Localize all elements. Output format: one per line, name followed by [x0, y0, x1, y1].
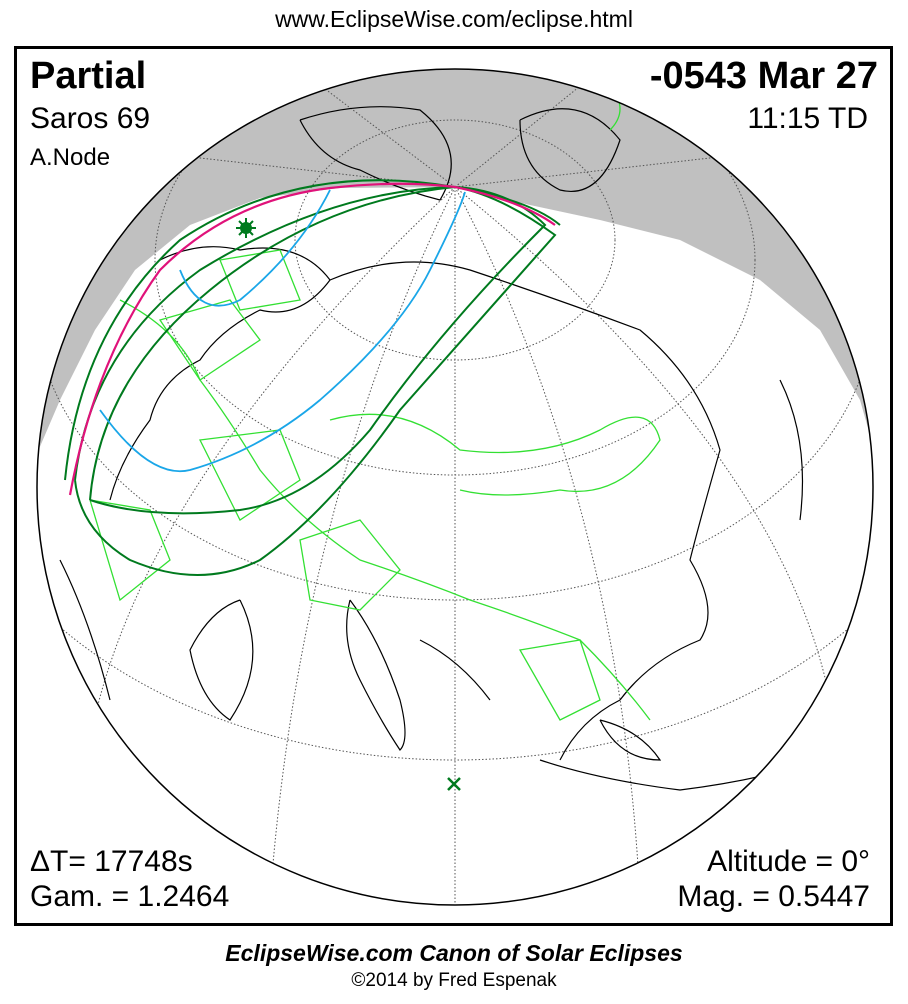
footer-title: EclipseWise.com Canon of Solar Eclipses: [225, 940, 683, 966]
gamma: Gam. = 1.2464: [30, 880, 230, 913]
first-contact-curve: [99, 191, 466, 473]
star-icon: [236, 218, 256, 238]
magnitude: Mag. = 0.5447: [677, 880, 870, 913]
eclipse-time: 11:15 TD: [747, 102, 868, 135]
last-contact-curve: [179, 189, 331, 307]
altitude: Altitude = 0°: [707, 845, 870, 878]
eclipse-date: -0543 Mar 27: [649, 55, 878, 97]
sunrise-max-curve: [68, 182, 556, 496]
northern-limit-outer-curve: [64, 179, 561, 481]
globe-outline: [36, 68, 874, 906]
footer-copyright: ©2014 by Fred Espenak: [351, 970, 557, 991]
node-label: A.Node: [30, 144, 111, 171]
x-mark-icon: [447, 777, 461, 791]
night-shadow-region: [37, 69, 873, 470]
globe-disc: [37, 69, 873, 905]
eclipse-type: Partial: [30, 55, 147, 97]
source-url: www.EclipseWise.com/eclipse.html: [275, 6, 633, 32]
penumbra-limit-curve: [74, 185, 557, 576]
map-frame: [14, 46, 893, 926]
delta-t: ΔT= 17748s: [30, 845, 193, 878]
inner-limit-curve: [89, 185, 547, 515]
saros-number: Saros 69: [30, 102, 151, 135]
